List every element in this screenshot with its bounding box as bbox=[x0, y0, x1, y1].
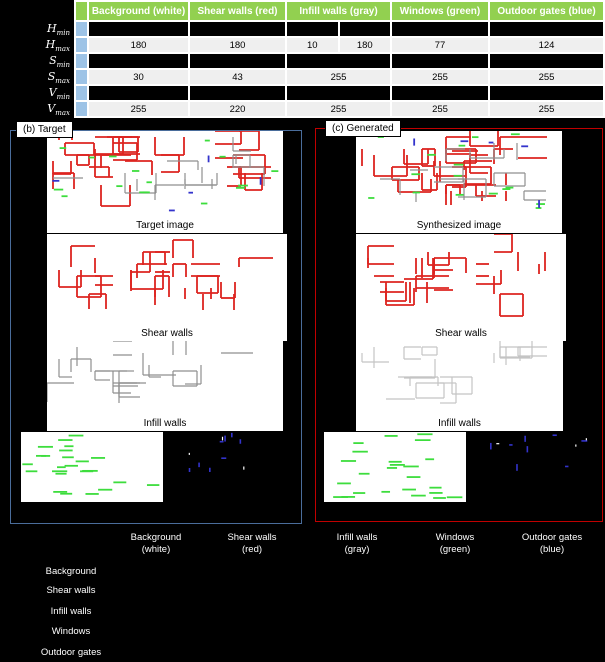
legend-outdoor-gates: Outdoor gates (blue) bbox=[521, 532, 583, 555]
cell-vmax-shear: 220 bbox=[190, 102, 285, 116]
target-windows-image bbox=[22, 434, 160, 495]
infill-walls-caption: Infill walls bbox=[143, 418, 187, 429]
panel-target-title: (b) Target bbox=[16, 121, 73, 138]
panel-generated bbox=[315, 128, 603, 522]
legend-windows: Windows (green) bbox=[435, 532, 475, 555]
cell-smin-background bbox=[89, 54, 188, 68]
synthesized-image-caption: Synthesized image bbox=[416, 220, 502, 231]
synthesized-floorplan-image bbox=[361, 131, 547, 209]
target-shear-walls-image bbox=[58, 239, 273, 310]
target-infill-walls-tile: Infill walls bbox=[47, 341, 283, 431]
legend-infill-walls: Infill walls (gray) bbox=[336, 532, 378, 555]
target-floorplan-image bbox=[52, 131, 279, 212]
generated-shear-walls-image bbox=[367, 234, 546, 317]
cell-smin-gates bbox=[490, 54, 603, 68]
cell-hmax-gates: 124 bbox=[490, 38, 603, 52]
cell-hmax-background: 180 bbox=[89, 38, 188, 52]
col-header-outdoor-gates: Outdoor gates (blue) bbox=[490, 2, 603, 20]
hsv-threshold-table: Background (white) Shear walls (red) Inf… bbox=[74, 0, 605, 118]
target-shear-walls-tile: Shear walls bbox=[47, 234, 287, 341]
col-header-infill-walls: Infill walls (gray) bbox=[287, 2, 390, 20]
side-legend-infill-walls: Infill walls bbox=[50, 606, 92, 617]
panel-target bbox=[10, 130, 302, 524]
target-outdoor-gates-image bbox=[188, 432, 245, 472]
cell-vmin-infill bbox=[287, 86, 390, 100]
strip-cell bbox=[76, 86, 87, 100]
cell-hmax-windows: 77 bbox=[392, 38, 488, 52]
side-legend-background: Background bbox=[45, 566, 97, 577]
col-header-shear-walls: Shear walls (red) bbox=[190, 2, 285, 20]
table-row-vmax: 255 220 255 255 255 bbox=[76, 102, 603, 116]
strip-cell bbox=[76, 70, 87, 84]
cell-hmax-infill: 10 180 bbox=[287, 38, 390, 52]
cell-vmin-windows bbox=[392, 86, 488, 100]
legend-shear-walls: Shear walls (red) bbox=[227, 532, 277, 555]
separator-line bbox=[47, 233, 301, 234]
col-header-windows: Windows (green) bbox=[392, 2, 488, 20]
cell-smin-shear bbox=[190, 54, 285, 68]
cell-hmax-shear: 180 bbox=[190, 38, 285, 52]
cell-vmax-infill: 255 bbox=[287, 102, 390, 116]
panel-generated-title: (c) Generated bbox=[325, 120, 401, 137]
generated-shear-walls-tile: Shear walls bbox=[356, 234, 566, 341]
cell-smax-windows: 255 bbox=[392, 70, 488, 84]
generated-outdoor-gates-image bbox=[490, 434, 588, 471]
generated-infill-walls-image bbox=[361, 341, 547, 404]
cell-smax-gates: 255 bbox=[490, 70, 603, 84]
shear-walls-caption: Shear walls bbox=[141, 328, 193, 339]
cell-hmin-gates bbox=[490, 22, 603, 36]
cell-hmin-infill bbox=[287, 22, 390, 36]
row-label-hmax: Hmax bbox=[45, 38, 70, 54]
generated-windows-tile bbox=[324, 432, 466, 502]
row-label-vmax: Vmax bbox=[47, 102, 70, 118]
row-label-smin: Smin bbox=[49, 54, 70, 70]
cell-smax-shear: 43 bbox=[190, 70, 285, 84]
generated-infill-walls-tile: Infill walls bbox=[356, 341, 563, 431]
table-row-hmin bbox=[76, 22, 603, 36]
table-row-vmin bbox=[76, 86, 603, 100]
cell-hmin-background bbox=[89, 22, 188, 36]
target-image-caption: Target image bbox=[136, 220, 194, 231]
col-header-background: Background (white) bbox=[89, 2, 188, 20]
table-corner-cell bbox=[76, 2, 87, 20]
strip-cell bbox=[76, 22, 87, 36]
cell-vmin-background bbox=[89, 86, 188, 100]
side-legend-outdoor-gates: Outdoor gates bbox=[40, 647, 102, 658]
cell-smin-infill bbox=[287, 54, 390, 68]
cell-vmax-background: 255 bbox=[89, 102, 188, 116]
strip-cell bbox=[76, 38, 87, 52]
table-row-smin bbox=[76, 54, 603, 68]
shear-walls-caption: Shear walls bbox=[435, 328, 487, 339]
cell-hmin-shear bbox=[190, 22, 285, 36]
table-row-smax: 30 43 255 255 255 bbox=[76, 70, 603, 84]
row-label-hmin: Hmin bbox=[47, 22, 70, 38]
table-row-hmax: 180 180 10 180 77 124 bbox=[76, 38, 603, 52]
separator-line bbox=[356, 233, 602, 234]
cell-hmin-windows bbox=[392, 22, 488, 36]
row-label-smax: Smax bbox=[47, 70, 70, 86]
cell-vmax-gates: 255 bbox=[490, 102, 603, 116]
cell-vmin-shear bbox=[190, 86, 285, 100]
target-windows-tile bbox=[21, 432, 163, 502]
target-image-tile: Target image bbox=[47, 131, 283, 233]
strip-cell bbox=[76, 102, 87, 116]
infill-walls-caption: Infill walls bbox=[438, 418, 481, 429]
cell-vmin-gates bbox=[490, 86, 603, 100]
cell-smax-background: 30 bbox=[89, 70, 188, 84]
cell-smax-infill: 255 bbox=[287, 70, 390, 84]
legend-background: Background (white) bbox=[130, 532, 182, 555]
generated-windows-image bbox=[333, 433, 463, 499]
row-label-vmin: Vmin bbox=[48, 86, 70, 102]
strip-cell bbox=[76, 54, 87, 68]
synthesized-image-tile: Synthesized image bbox=[356, 131, 562, 233]
target-infill-walls-image bbox=[47, 341, 253, 403]
cell-smin-windows bbox=[392, 54, 488, 68]
side-legend-shear-walls: Shear walls bbox=[46, 585, 96, 596]
cell-vmax-windows: 255 bbox=[392, 102, 488, 116]
side-legend-windows: Windows bbox=[51, 626, 91, 637]
